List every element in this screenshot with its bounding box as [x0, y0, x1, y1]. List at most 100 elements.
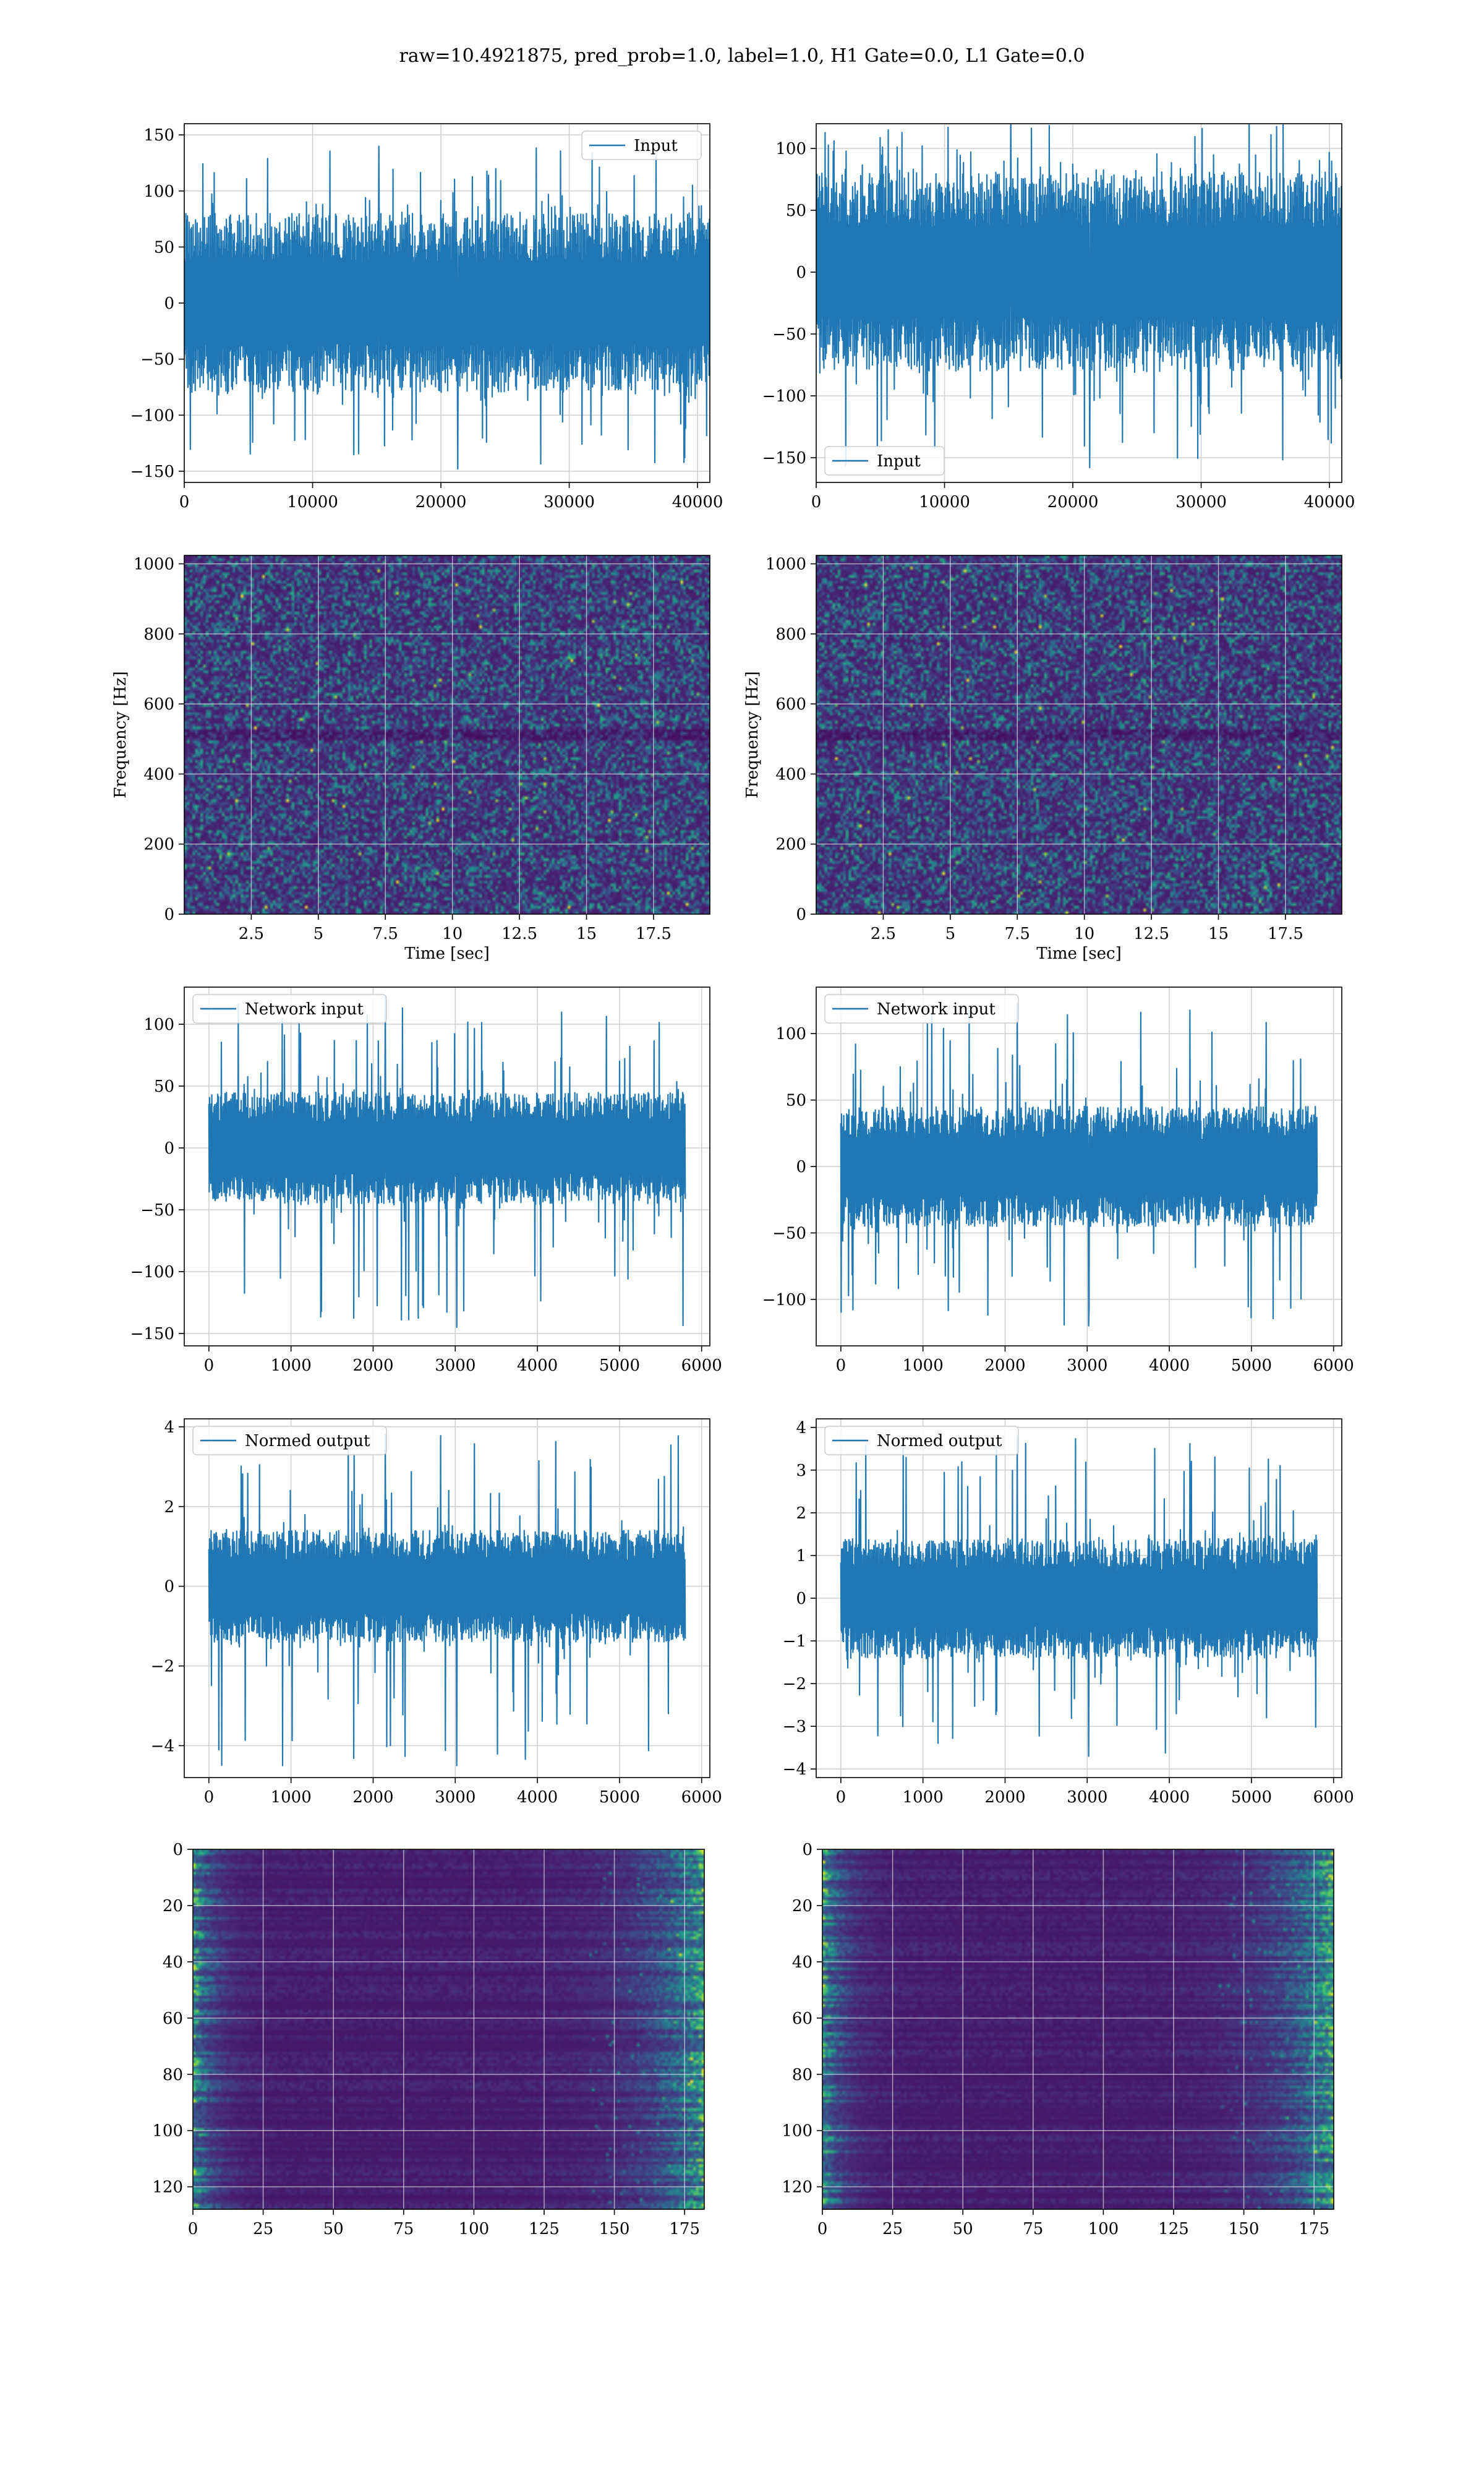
y-tick-label: 0	[173, 1841, 183, 1859]
x-tick-label: 0	[204, 1356, 215, 1375]
x-tick-label: 1000	[271, 1356, 312, 1375]
subplot-r5c1: 0 25 50 75 100 125 150 175 0 20 40 60 80 100 120	[152, 1841, 705, 2238]
heatmap-image	[184, 555, 710, 914]
axes-frame	[184, 555, 710, 915]
x-tick-label: 6000	[1313, 1356, 1354, 1375]
legend: Input	[824, 446, 945, 476]
series-line	[208, 996, 686, 1329]
x-tick-label: 6000	[681, 1788, 722, 1807]
y-tick-label: 20	[792, 1897, 812, 1915]
series-line	[208, 1434, 686, 1766]
x-tick-label: 3000	[435, 1788, 475, 1807]
y-tick-label: 150	[143, 126, 174, 145]
y-tick-label: 100	[152, 2122, 183, 2141]
x-tick-label: 5000	[1231, 1788, 1272, 1807]
y-tick-label: −2	[151, 1658, 174, 1676]
legend-label: Network input	[877, 1000, 996, 1019]
y-tick-label: 20	[163, 1897, 183, 1915]
x-tick-label: 3000	[1067, 1788, 1107, 1807]
legend-box	[824, 1426, 1019, 1455]
x-tick-label: 17.5	[1268, 925, 1303, 943]
y-tick-label: 1	[796, 1547, 806, 1565]
x-tick-label: 100	[1088, 2220, 1119, 2238]
x-tick-label: 20000	[1047, 493, 1099, 511]
x-tick-label: 4000	[1149, 1356, 1190, 1375]
y-tick-label: 400	[143, 765, 174, 784]
y-tick-label: −150	[130, 463, 174, 481]
x-tick-label: 0	[204, 1788, 215, 1807]
x-tick-label: 0	[179, 493, 190, 511]
y-tick-label: 2	[164, 1498, 174, 1517]
x-tick-label: 1000	[903, 1788, 944, 1807]
y-tick-label: 80	[792, 2066, 812, 2084]
x-tick-label: 25	[253, 2220, 273, 2238]
x-tick-label: 12.5	[1133, 925, 1169, 943]
x-tick-label: 50	[953, 2220, 973, 2238]
legend-label: Input	[877, 452, 921, 471]
x-tick-label: 25	[882, 2220, 903, 2238]
y-tick-label: −100	[762, 387, 806, 406]
y-tick-label: 0	[164, 1578, 174, 1596]
x-axis-label: Time [sec]	[404, 944, 490, 963]
x-tick-label: 6000	[681, 1356, 722, 1375]
y-tick-label: 120	[782, 2178, 812, 2197]
legend-box	[581, 131, 702, 160]
legend: Input	[581, 131, 702, 160]
subplot-r4c2: 0 1000 2000 3000 4000 5000 6000 −4 −3 −2 −1 0 1 2 3 4 No…	[783, 1418, 1354, 1807]
x-tick-label: 125	[1158, 2220, 1189, 2238]
y-axis-label: Frequency [Hz]	[743, 671, 762, 798]
y-tick-label: 100	[775, 140, 806, 158]
grid	[816, 555, 1342, 914]
y-tick-label: −100	[130, 406, 174, 425]
y-tick-label: −50	[772, 1224, 806, 1243]
x-tick-label: 0	[817, 2220, 828, 2238]
axes-frame	[816, 555, 1342, 915]
axes-frame	[816, 123, 1342, 483]
x-tick-label: 40000	[672, 493, 723, 511]
x-tick-label: 3000	[1067, 1356, 1107, 1375]
series-line	[840, 1002, 1318, 1327]
y-tick-label: 0	[802, 1841, 812, 1859]
x-tick-label: 15	[576, 925, 597, 943]
y-tick-label: 40	[163, 1953, 183, 1972]
subplot-r4c1: 0 1000 2000 3000 4000 5000 6000 −4 −2 0 2 4 Normed o…	[151, 1418, 722, 1807]
x-tick-label: 5000	[599, 1356, 640, 1375]
x-tick-label: 5	[313, 925, 324, 943]
x-tick-label: 15	[1208, 925, 1229, 943]
y-tick-label: −50	[140, 351, 174, 369]
y-tick-label: −1	[783, 1632, 806, 1651]
subplot-r2c1: 2.5 5 7.5 10 12.5 15 17.5 0 200 400 600 800 1000 Time…	[111, 555, 710, 963]
x-tick-label: 10	[1074, 925, 1094, 943]
x-tick-label: 4000	[517, 1356, 558, 1375]
x-tick-label: 12.5	[501, 925, 537, 943]
x-tick-label: 4000	[1149, 1788, 1190, 1807]
grid	[184, 555, 710, 914]
legend-box	[824, 994, 1019, 1024]
grid	[193, 1849, 704, 2209]
x-tick-label: 7.5	[1005, 925, 1030, 943]
x-tick-label: 50	[323, 2220, 344, 2238]
x-tick-label: 6000	[1313, 1788, 1354, 1807]
y-tick-label: −150	[130, 1325, 174, 1343]
y-tick-label: 200	[775, 836, 806, 854]
y-tick-label: 50	[154, 1077, 174, 1096]
subplot-r1c2: 0 10000 20000 30000 40000 −150 −100 −50 0 50 100 In…	[762, 123, 1355, 511]
y-tick-label: 80	[163, 2066, 183, 2084]
x-tick-label: 175	[669, 2220, 700, 2238]
x-tick-label: 10	[442, 925, 463, 943]
y-tick-label: 100	[143, 1016, 174, 1034]
x-tick-label: 3000	[435, 1356, 475, 1375]
legend: Normed output	[824, 1426, 1019, 1455]
subplot-r2c2: 2.5 5 7.5 10 12.5 15 17.5 0 200 400 600 800 1000 Time…	[743, 555, 1342, 963]
y-tick-label: 0	[796, 263, 806, 282]
legend: Network input	[824, 994, 1019, 1024]
y-tick-label: 1000	[765, 555, 806, 574]
subplot-r5c2: 0 25 50 75 100 125 150 175 0 20 40 60 80 100 120	[782, 1841, 1334, 2238]
x-tick-label: 2000	[984, 1788, 1025, 1807]
y-tick-label: 100	[143, 182, 174, 201]
series-line	[840, 1435, 1318, 1757]
y-tick-label: 50	[786, 1092, 806, 1110]
x-tick-label: 75	[1023, 2220, 1043, 2238]
x-tick-label: 17.5	[636, 925, 672, 943]
